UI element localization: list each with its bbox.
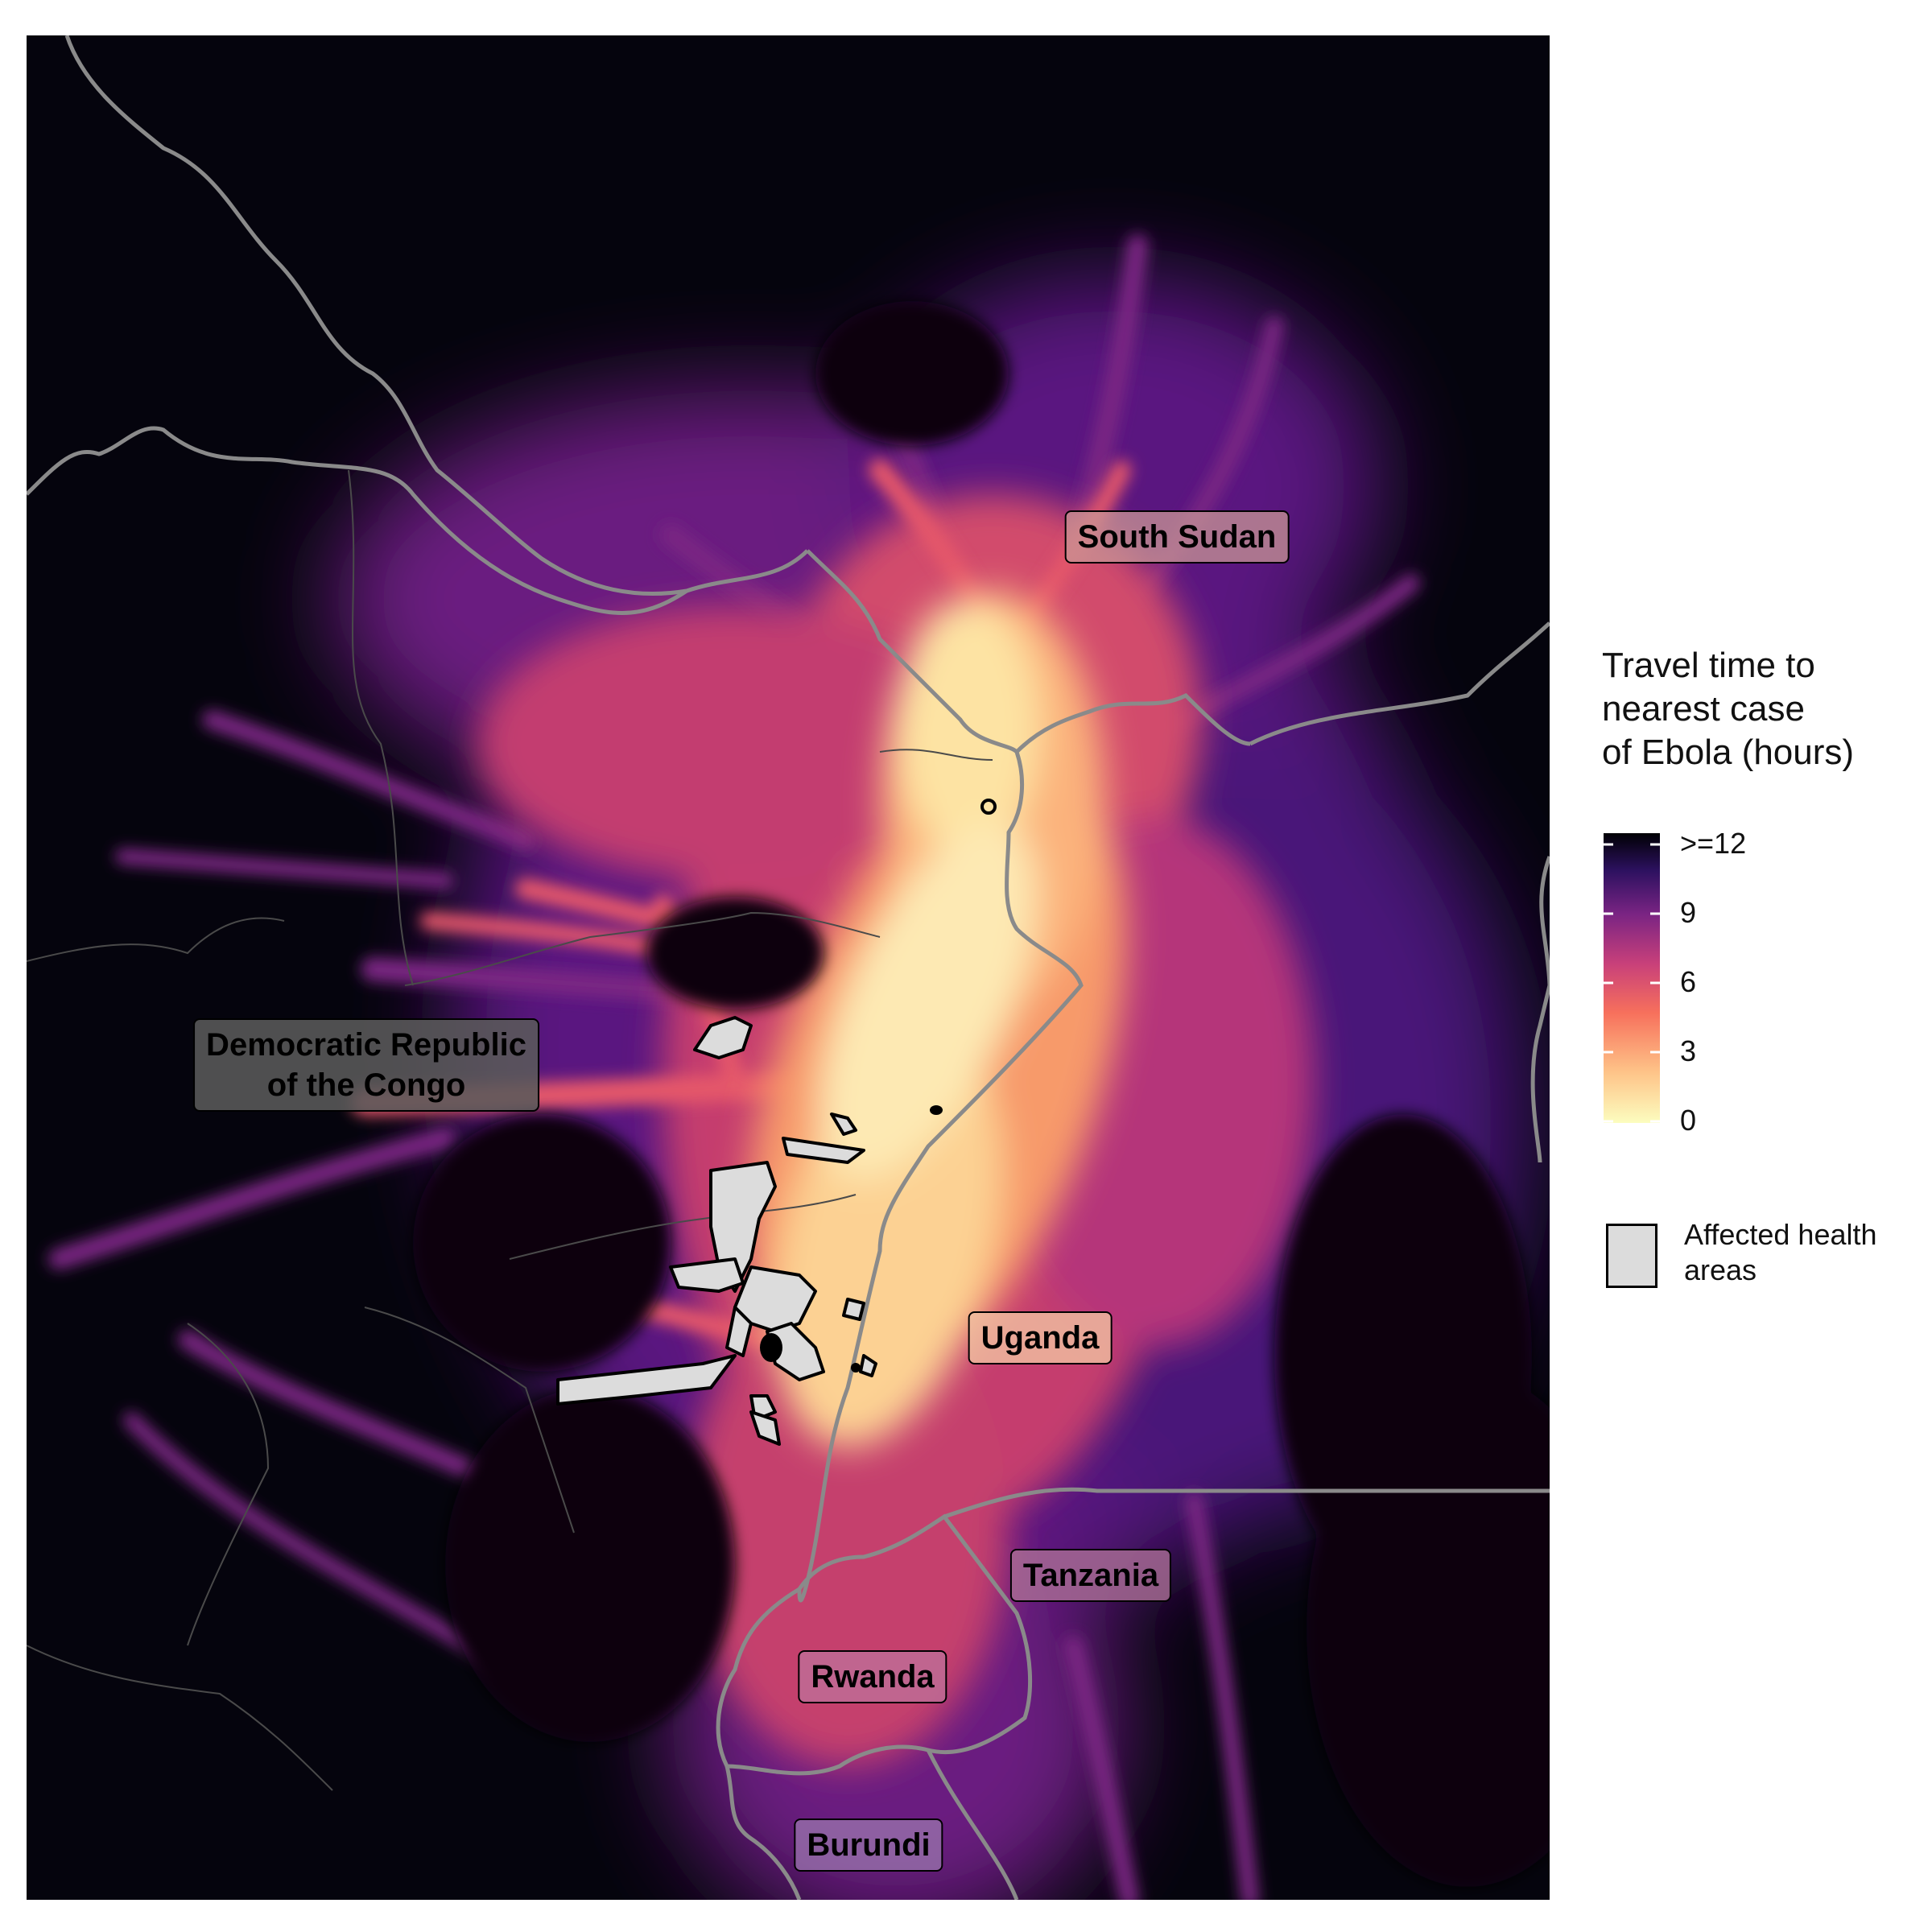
affected-area	[842, 1298, 865, 1321]
affected-area	[725, 1306, 753, 1357]
country-name-line: Democratic Republic	[206, 1027, 526, 1063]
country-name: Uganda	[980, 1320, 1100, 1356]
country-label-drc: Democratic Republic of the Congo	[193, 1018, 539, 1112]
affected-health-areas	[556, 1016, 877, 1446]
affected-label-line: areas	[1684, 1253, 1757, 1286]
affected-dark-clusters	[760, 1105, 943, 1373]
country-name: South Sudan	[1077, 519, 1277, 555]
affected-area	[830, 1113, 857, 1136]
country-name: Burundi	[807, 1827, 931, 1863]
provincial-borders	[27, 469, 993, 1791]
country-label-rwanda: Rwanda	[798, 1650, 947, 1703]
affected-areas-key	[1606, 1224, 1657, 1288]
national-borders	[27, 35, 1550, 1900]
affected-area-ring	[980, 799, 997, 815]
legend-title-line: Travel time to	[1602, 646, 1815, 685]
affected-area	[766, 1322, 825, 1381]
border-ken-eth	[1530, 856, 1550, 1163]
legend-title-line: nearest case	[1602, 689, 1805, 729]
legend-tick-label: 3	[1680, 1034, 1697, 1067]
border-bdi	[724, 1765, 802, 1900]
affected-label-line: Affected health	[1684, 1218, 1877, 1251]
country-label-tanzania: Tanzania	[1009, 1549, 1172, 1602]
country-name-line: of the Congo	[266, 1067, 466, 1103]
border-uga-ken	[1249, 621, 1550, 746]
border-drc-uga	[797, 751, 1084, 1603]
affected-area	[749, 1410, 781, 1446]
travel-time-raster	[27, 35, 1550, 1900]
legend-title: Travel time to nearest case of Ebola (ho…	[1602, 644, 1924, 774]
dark-holes	[413, 301, 1550, 1887]
country-label-uganda: Uganda	[968, 1311, 1113, 1364]
legend: Travel time to nearest case of Ebola (ho…	[1602, 644, 1924, 774]
colorbar-ticks	[1604, 843, 1660, 1123]
affected-area	[669, 1257, 745, 1293]
legend-tick-label: 0	[1680, 1104, 1697, 1137]
country-name: Rwanda	[811, 1659, 935, 1695]
legend-tick-label: >=12	[1680, 827, 1747, 860]
legend-tick-label: 9	[1680, 896, 1697, 929]
border-car-drc	[64, 35, 809, 597]
country-name: Tanzania	[1022, 1558, 1159, 1593]
border-rwa	[716, 1513, 1033, 1776]
map-panel	[27, 35, 1550, 1900]
country-label-burundi: Burundi	[794, 1818, 943, 1872]
country-label-south-sudan: South Sudan	[1064, 510, 1290, 564]
legend-colorbar	[1604, 833, 1660, 1123]
affected-area	[859, 1354, 877, 1377]
border-bdi-tza	[926, 1748, 1019, 1900]
legend-title-line: of Ebola (hours)	[1602, 733, 1855, 772]
affected-areas-label: Affected health areas	[1684, 1217, 1877, 1288]
border-uga-tza	[943, 1487, 1550, 1519]
affected-area	[556, 1354, 737, 1406]
legend-tick-label: 6	[1680, 965, 1697, 998]
border-drc-ssd	[27, 426, 688, 615]
affected-area	[782, 1137, 865, 1164]
affected-area	[693, 1016, 753, 1059]
border-ssd-uga	[806, 549, 1251, 755]
